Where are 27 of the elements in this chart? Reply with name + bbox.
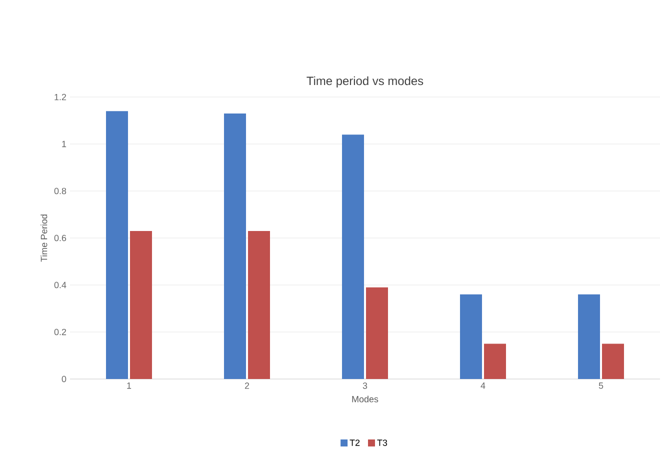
x-tick-label: 2 [244, 382, 250, 389]
y-axis-title: Time Period [40, 214, 48, 262]
y-tick-label: 0.2 [54, 328, 66, 336]
x-tick-label: 1 [127, 382, 132, 389]
x-tick-label: 4 [480, 382, 486, 389]
bar [602, 344, 624, 379]
bar [484, 344, 506, 379]
y-tick-label: 0.6 [54, 234, 66, 242]
legend-label: T2 [350, 440, 360, 446]
y-tick-label: 1 [62, 140, 66, 148]
bar [460, 294, 482, 379]
y-tick-label: 0.8 [54, 188, 66, 194]
bar [366, 287, 388, 379]
chart-title: Time period vs modes [306, 76, 424, 88]
legend-label: T3 [377, 440, 388, 446]
y-tick-label: 0.4 [54, 282, 66, 288]
bar [130, 230, 152, 379]
y-tick-label: 1.2 [54, 94, 66, 100]
bar [106, 111, 128, 379]
x-tick-label: 3 [362, 382, 368, 389]
bar [578, 294, 600, 379]
y-tick-label: 0 [62, 376, 66, 382]
bar [342, 134, 364, 379]
x-axis-title: Modes [352, 396, 378, 402]
bar [248, 230, 270, 379]
x-tick-label: 5 [598, 382, 604, 389]
bar [224, 113, 246, 379]
